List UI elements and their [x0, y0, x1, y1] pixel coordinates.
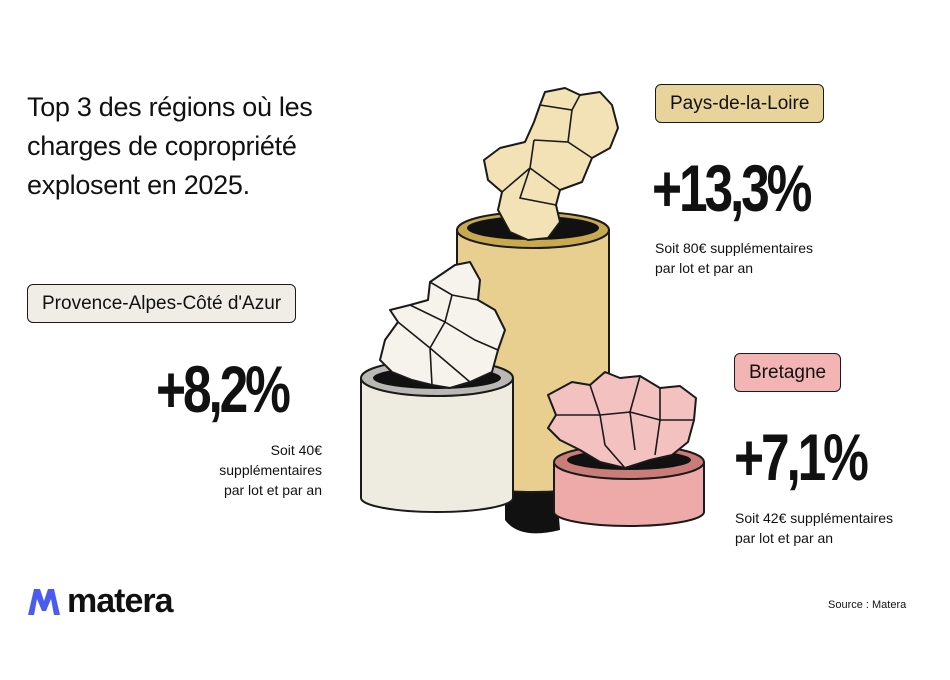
- caption-bretagne: Soit 42€ supplémentaires par lot et par …: [735, 508, 893, 548]
- category-label-bretagne: Bretagne: [734, 353, 842, 392]
- caption-line: Soit 80€ supplémentaires: [655, 240, 813, 256]
- brand-name: matera: [67, 582, 174, 620]
- caption-line: Soit 42€ supplémentaires: [735, 510, 893, 526]
- category-label-provence-alpes-cote-azur: Provence-Alpes-Côté d'Azur: [27, 284, 297, 323]
- value-label-pays-de-la-loire: +13,3%: [652, 151, 812, 225]
- caption-line: par lot et par an: [655, 260, 754, 276]
- value-label-bretagne: +7,1%: [734, 420, 869, 494]
- region-shape-bretagne: [547, 371, 697, 469]
- bar-bretagne: [547, 371, 705, 527]
- caption-line: Soit 40€ supplémentaires: [219, 442, 322, 478]
- value-label-provence-alpes-cote-azur: +8,2%: [156, 352, 291, 426]
- matera-logo-icon: [28, 589, 60, 615]
- category-label-pays-de-la-loire: Pays-de-la-Loire: [655, 84, 825, 123]
- region-shape-pays-de-la-loire: [483, 87, 619, 241]
- caption-line: par lot et par an: [735, 530, 834, 546]
- chart-title: Top 3 des régions où les charges de copr…: [27, 92, 313, 200]
- caption-provence-alpes-cote-azur: Soit 40€ supplémentaires par lot et par …: [172, 440, 322, 500]
- bar-provence-alpes-cote-azur: [360, 261, 514, 513]
- source-note: Source : Matera: [828, 599, 907, 611]
- caption-line: par lot et par an: [223, 482, 322, 498]
- caption-pays-de-la-loire: Soit 80€ supplémentaires par lot et par …: [655, 238, 813, 278]
